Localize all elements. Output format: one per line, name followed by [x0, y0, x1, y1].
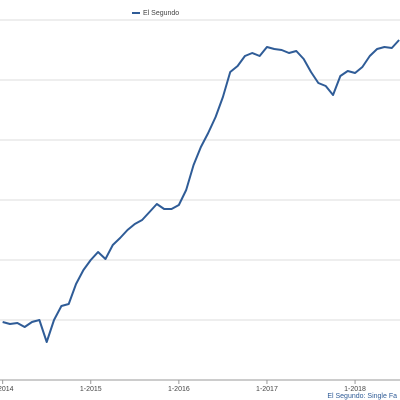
x-tick-label: 1-2014 [0, 386, 14, 393]
legend: El Segundo [132, 10, 179, 17]
x-tick-label: 1-2018 [344, 386, 366, 393]
x-tick-label: 1-2015 [80, 386, 102, 393]
x-tick-label: 1-2016 [168, 386, 190, 393]
x-tick-label: 1-2017 [256, 386, 278, 393]
source-note: El Segundo: Single Fa [327, 393, 397, 400]
data-line [2, 39, 400, 343]
legend-label: El Segundo [143, 10, 179, 17]
